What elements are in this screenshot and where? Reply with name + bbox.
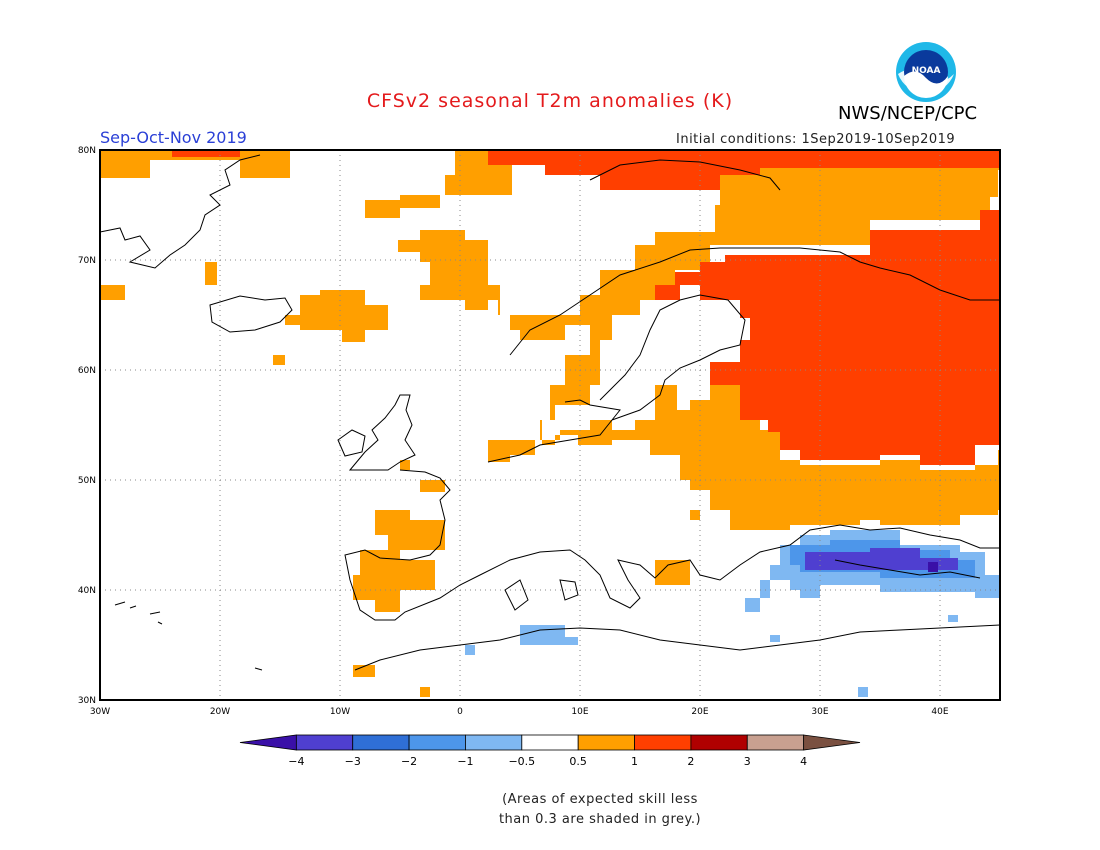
colorbar-swatch [746,734,805,751]
skill-note-line1: (Areas of expected skill less [502,792,698,807]
latitude-label: 60N [78,366,96,376]
latitude-label: 40N [78,586,96,596]
map-grid [100,150,1000,700]
longitude-label: 30W [90,707,110,717]
latitude-label: 30N [78,696,96,706]
anomaly-band-neg2-neg3 [805,548,958,570]
latitude-label: 50N [78,476,96,486]
anomaly-map: 80N 70N 60N 50N 40N 30N 30W 20W 10W 0 10E 20E 30E 40… [78,146,1001,717]
agency-label: NWS/NCEP/CPC [838,103,978,124]
colorbar-swatch [803,734,861,751]
colorbar-tick-label: 0.5 [569,755,587,768]
longitude-label: 40E [931,707,948,717]
noaa-logo-icon: NOAA [896,42,956,102]
colorbar-swatch [634,734,692,751]
colorbar: −4 −3 −2 −1 −0.5 0.5 1 2 3 4 [239,734,861,768]
colorbar-swatch [295,734,354,751]
longitude-label: 0 [457,707,463,717]
colorbar-swatch [577,734,635,751]
longitude-label: 20W [210,707,230,717]
skill-note: (Areas of expected skill less than 0.3 a… [440,790,760,830]
colorbar-swatch [465,734,523,751]
colorbar-tick-label: −3 [345,755,361,768]
chart-title: CFSv2 seasonal T2m anomalies (K) [366,90,734,112]
anomaly-band-1-2 [172,150,1000,465]
latitude-label: 70N [78,256,96,266]
latitude-label: 80N [78,146,96,156]
longitude-label: 30E [811,707,828,717]
colorbar-swatch [239,734,297,751]
longitude-labels: 30W 20W 10W 0 10E 20E 30E 40E [90,707,949,717]
colorbar-tick-label: 1 [631,755,638,768]
colorbar-tick-label: −1 [457,755,473,768]
season-label: Sep-Oct-Nov 2019 [100,128,247,147]
anomaly-band-0p5-1 [100,150,1000,697]
colorbar-tick-label: −0.5 [508,755,535,768]
anomaly-band-neg3-neg4 [928,562,938,572]
colorbar-tick-label: 4 [800,755,807,768]
latitude-labels: 80N 70N 60N 50N 40N 30N [78,146,96,706]
longitude-label: 10W [330,707,350,717]
longitude-label: 10E [571,707,588,717]
initial-conditions-label: Initial conditions: 1Sep2019-10Sep2019 [676,132,956,147]
colorbar-swatch [352,734,410,751]
longitude-label: 20E [691,707,708,717]
noaa-logo-text: NOAA [912,66,941,76]
colorbar-swatch [690,734,748,751]
skill-note-line2: than 0.3 are shaded in grey.) [498,812,702,827]
colorbar-swatch [408,734,466,751]
anomaly-shading [100,150,1000,697]
colorbar-tick-label: 3 [744,755,751,768]
colorbar-swatch [521,734,579,751]
colorbar-tick-label: −2 [401,755,417,768]
map-frame [99,149,1001,701]
colorbar-tick-label: −4 [288,755,304,768]
colorbar-tick-label: 2 [687,755,694,768]
coastlines [100,154,1000,671]
